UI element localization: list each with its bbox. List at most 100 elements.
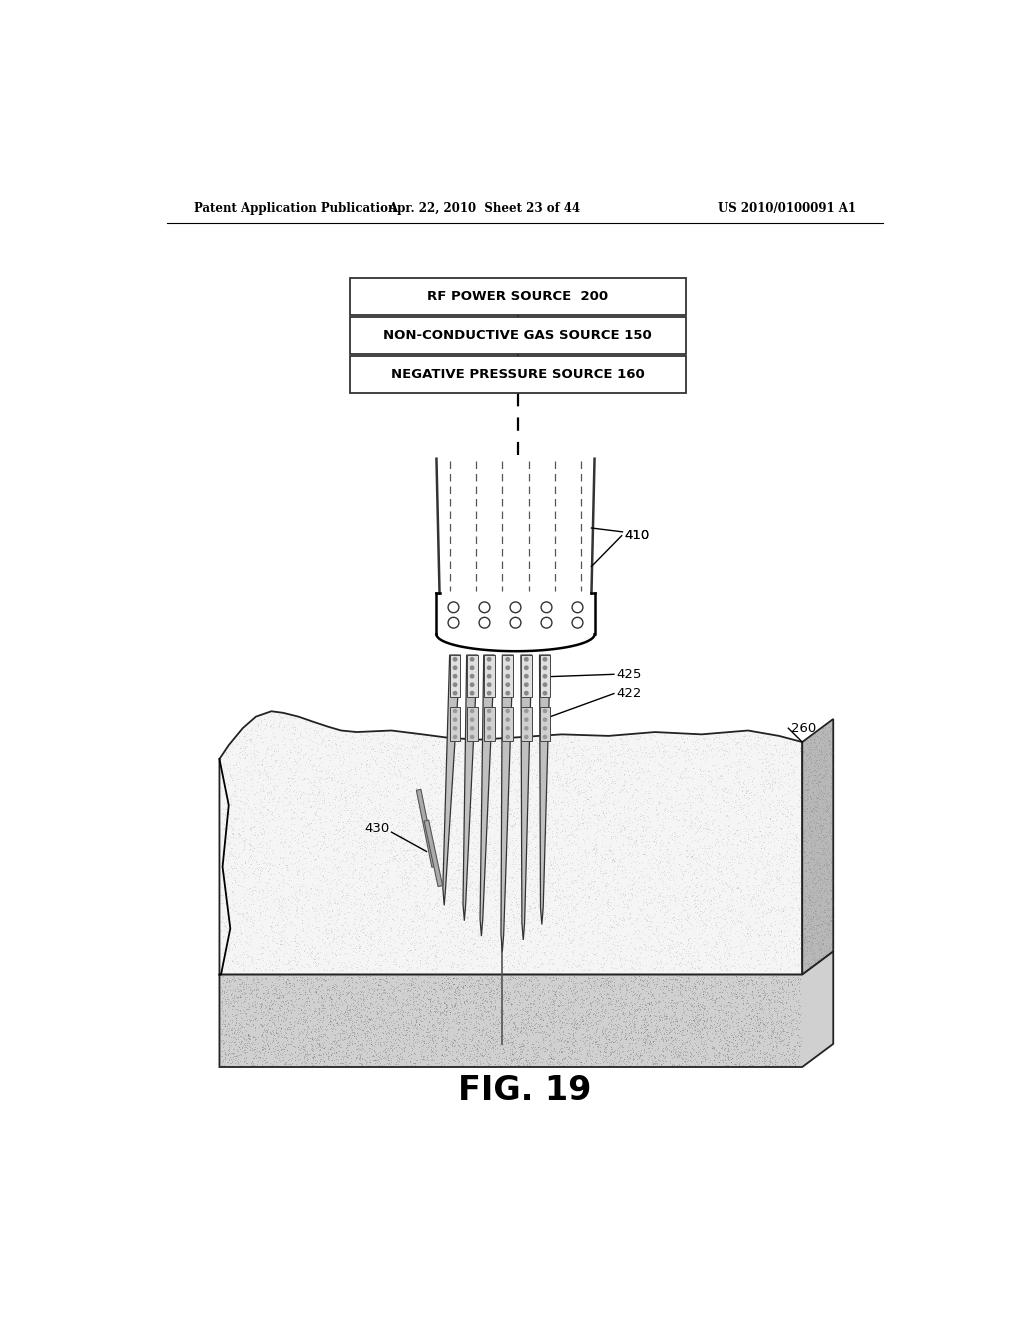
Point xyxy=(726,730,742,751)
Point xyxy=(765,791,781,812)
Point xyxy=(258,800,274,821)
Point xyxy=(659,843,676,865)
Point xyxy=(455,810,471,832)
Point xyxy=(392,913,409,935)
Point xyxy=(284,1022,300,1043)
Point xyxy=(468,982,484,1003)
Point xyxy=(640,771,656,792)
Point xyxy=(443,865,460,886)
Point xyxy=(493,999,509,1020)
Point xyxy=(410,810,426,832)
Point xyxy=(267,1051,284,1072)
Point xyxy=(422,999,438,1020)
Point xyxy=(373,944,389,965)
Point xyxy=(691,904,708,925)
Point xyxy=(710,862,726,883)
Point xyxy=(367,883,383,904)
Point xyxy=(428,995,444,1016)
Point xyxy=(681,974,697,995)
Point xyxy=(223,982,240,1003)
Point xyxy=(767,925,783,946)
Point xyxy=(696,759,713,780)
Point xyxy=(485,854,502,875)
Point xyxy=(773,1024,790,1045)
Point xyxy=(380,994,396,1015)
Point xyxy=(499,879,515,900)
Point xyxy=(295,1007,311,1028)
Point xyxy=(554,960,570,981)
Point xyxy=(731,750,748,771)
Point xyxy=(590,977,606,998)
Point xyxy=(658,842,675,863)
Point xyxy=(595,1005,611,1026)
Point xyxy=(560,928,577,949)
Point xyxy=(812,805,828,826)
Point xyxy=(230,1014,247,1035)
Point xyxy=(353,797,370,818)
Point xyxy=(428,758,444,779)
Point xyxy=(259,929,275,950)
Point xyxy=(247,997,263,1018)
Point xyxy=(710,974,726,995)
Point xyxy=(716,779,732,800)
Point xyxy=(809,828,825,849)
Point xyxy=(535,998,551,1019)
Point xyxy=(733,960,750,981)
Point xyxy=(489,772,506,793)
Point xyxy=(544,948,560,969)
Point xyxy=(441,902,458,923)
Point xyxy=(786,999,803,1020)
Point xyxy=(621,1014,637,1035)
Point xyxy=(550,810,566,832)
Point xyxy=(664,865,680,886)
Point xyxy=(729,987,745,1008)
Point xyxy=(536,920,552,941)
Point xyxy=(651,884,668,906)
Point xyxy=(332,929,348,950)
Point xyxy=(630,807,646,828)
Point xyxy=(610,1044,627,1065)
Point xyxy=(772,800,788,821)
Point xyxy=(246,863,262,884)
Point xyxy=(407,998,423,1019)
Point xyxy=(798,853,814,874)
Point xyxy=(416,862,432,883)
Point xyxy=(692,1027,709,1048)
Point xyxy=(213,780,229,801)
Point xyxy=(230,999,247,1020)
Point xyxy=(271,924,288,945)
Point xyxy=(664,931,680,952)
Point xyxy=(452,909,468,931)
Point xyxy=(649,857,666,878)
Point xyxy=(621,1039,637,1060)
Point xyxy=(679,890,695,911)
Point xyxy=(559,953,575,974)
Point xyxy=(296,768,312,789)
Point xyxy=(658,1007,675,1028)
Point xyxy=(257,747,273,768)
Point xyxy=(395,851,412,873)
Point xyxy=(607,911,624,932)
Point xyxy=(728,1036,744,1057)
Point xyxy=(331,1035,347,1056)
Point xyxy=(336,1010,352,1031)
Point xyxy=(654,1016,671,1038)
Point xyxy=(800,911,816,932)
Point xyxy=(460,911,476,932)
Point xyxy=(822,919,839,940)
Point xyxy=(622,841,638,862)
Point xyxy=(394,840,411,861)
Point xyxy=(383,895,399,916)
Point xyxy=(369,875,385,896)
Point xyxy=(497,1023,513,1044)
Point xyxy=(339,1008,355,1030)
Point xyxy=(512,974,528,995)
Point xyxy=(223,1019,240,1040)
Point xyxy=(501,793,517,814)
Point xyxy=(706,858,722,879)
Point xyxy=(240,850,256,871)
Point xyxy=(718,908,734,929)
Point xyxy=(541,1044,557,1065)
Point xyxy=(596,755,612,776)
Point xyxy=(566,1040,583,1061)
